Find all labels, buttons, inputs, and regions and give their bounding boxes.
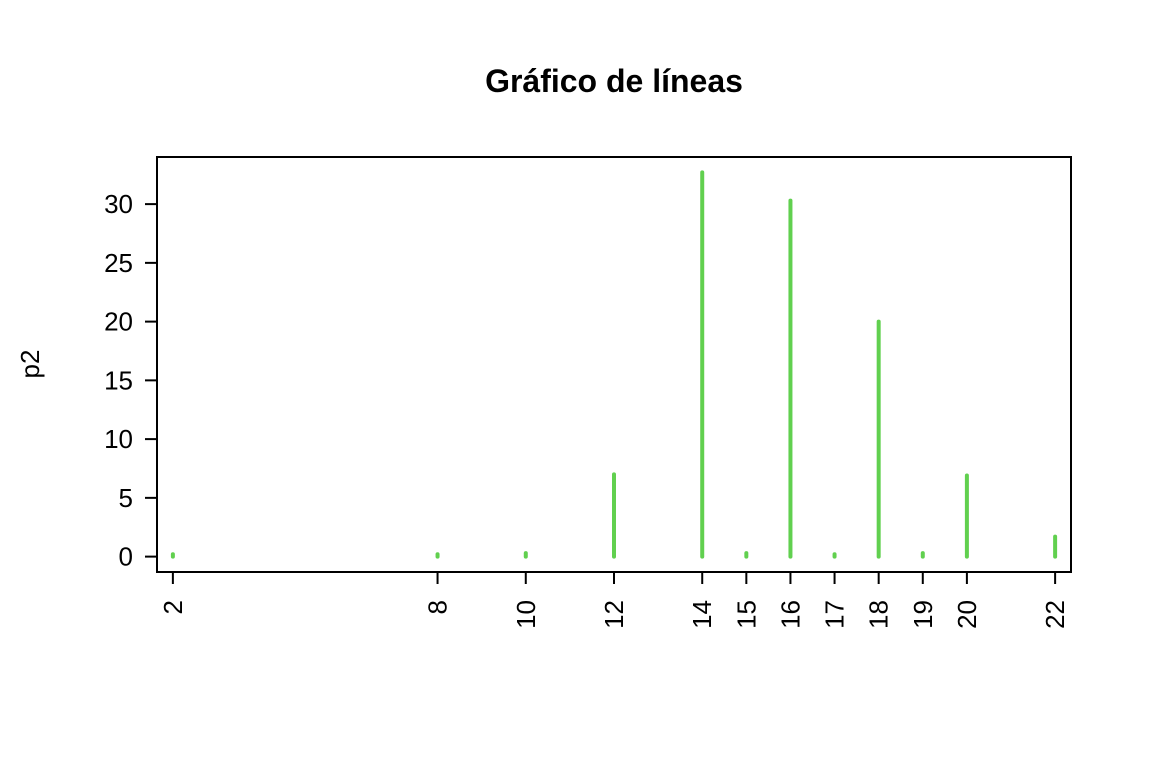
chart-title: Gráfico de líneas xyxy=(485,63,743,99)
y-tick-label-10: 10 xyxy=(104,424,133,454)
x-tick-label-2: 2 xyxy=(158,600,188,614)
y-tick-label-25: 25 xyxy=(104,248,133,278)
y-tick-label-30: 30 xyxy=(104,189,133,219)
x-tick-label-14: 14 xyxy=(687,600,717,629)
x-tick-label-20: 20 xyxy=(952,600,982,629)
x-tick-label-15: 15 xyxy=(731,600,761,629)
x-tick-label-18: 18 xyxy=(864,600,894,629)
bars-layer xyxy=(170,170,1058,559)
x-axis: 2 8 10 12 14 15 16 17 18 19 20 22 xyxy=(158,571,1070,629)
x-tick-label-19: 19 xyxy=(908,600,938,629)
x-tick-label-10: 10 xyxy=(511,600,541,629)
x-tick-label-8: 8 xyxy=(423,600,453,614)
y-tick-label-0: 0 xyxy=(119,542,133,572)
y-axis: 0 5 10 15 20 25 30 xyxy=(104,189,158,572)
x-tick-label-12: 12 xyxy=(599,600,629,629)
x-tick-label-22: 22 xyxy=(1040,600,1070,629)
y-tick-label-5: 5 xyxy=(119,483,133,513)
y-tick-label-20: 20 xyxy=(104,307,133,337)
x-tick-label-17: 17 xyxy=(820,600,850,629)
y-axis-label: p2 xyxy=(15,350,45,379)
y-tick-label-15: 15 xyxy=(104,365,133,395)
x-tick-label-16: 16 xyxy=(775,600,805,629)
